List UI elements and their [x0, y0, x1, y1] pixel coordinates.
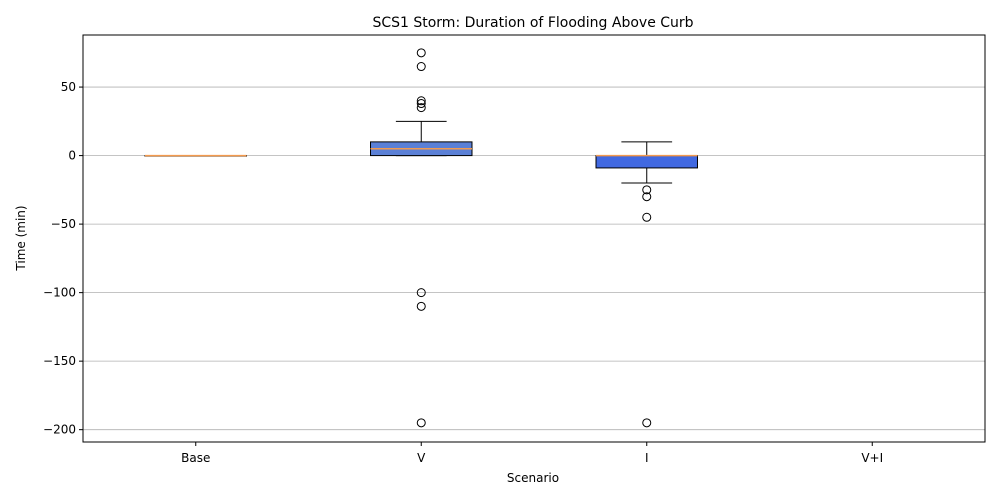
y-tick-label: −200: [43, 423, 76, 437]
chart-title: SCS1 Storm: Duration of Flooding Above C…: [372, 15, 693, 31]
x-axis-ticks: Base V I V+I: [181, 442, 883, 465]
plot-frame: [82, 34, 986, 443]
grid-lines: [83, 86, 985, 431]
y-tick-label: −50: [51, 217, 76, 231]
box-base: [144, 154, 247, 157]
box-series: [144, 48, 698, 428]
outlier-point: [416, 99, 426, 109]
outlier-point: [416, 48, 426, 58]
outlier-point: [416, 288, 426, 298]
x-tick-label: Base: [181, 451, 210, 465]
y-tick-label: 50: [61, 80, 76, 94]
x-axis-label: Scenario: [507, 471, 559, 485]
outlier-point: [416, 62, 426, 72]
y-tick-label: 0: [68, 149, 76, 163]
outlier-point: [642, 212, 652, 222]
y-axis-label: Time (min): [14, 205, 28, 271]
box-body: [595, 155, 698, 169]
x-tick-label: V: [417, 451, 426, 465]
y-axis-ticks: 50 0 −50 −100 −150 −200: [43, 80, 83, 437]
outlier-point: [642, 192, 652, 202]
outlier-point: [416, 96, 426, 106]
outlier-point: [642, 418, 652, 428]
outlier-point: [416, 301, 426, 311]
x-tick-label: I: [645, 451, 649, 465]
y-tick-label: −150: [43, 354, 76, 368]
box-v: [370, 48, 473, 428]
outlier-point: [642, 185, 652, 195]
box-i: [595, 141, 698, 428]
outlier-point: [416, 418, 426, 428]
x-tick-label: V+I: [861, 451, 883, 465]
y-tick-label: −100: [43, 286, 76, 300]
outlier-point: [416, 103, 426, 113]
